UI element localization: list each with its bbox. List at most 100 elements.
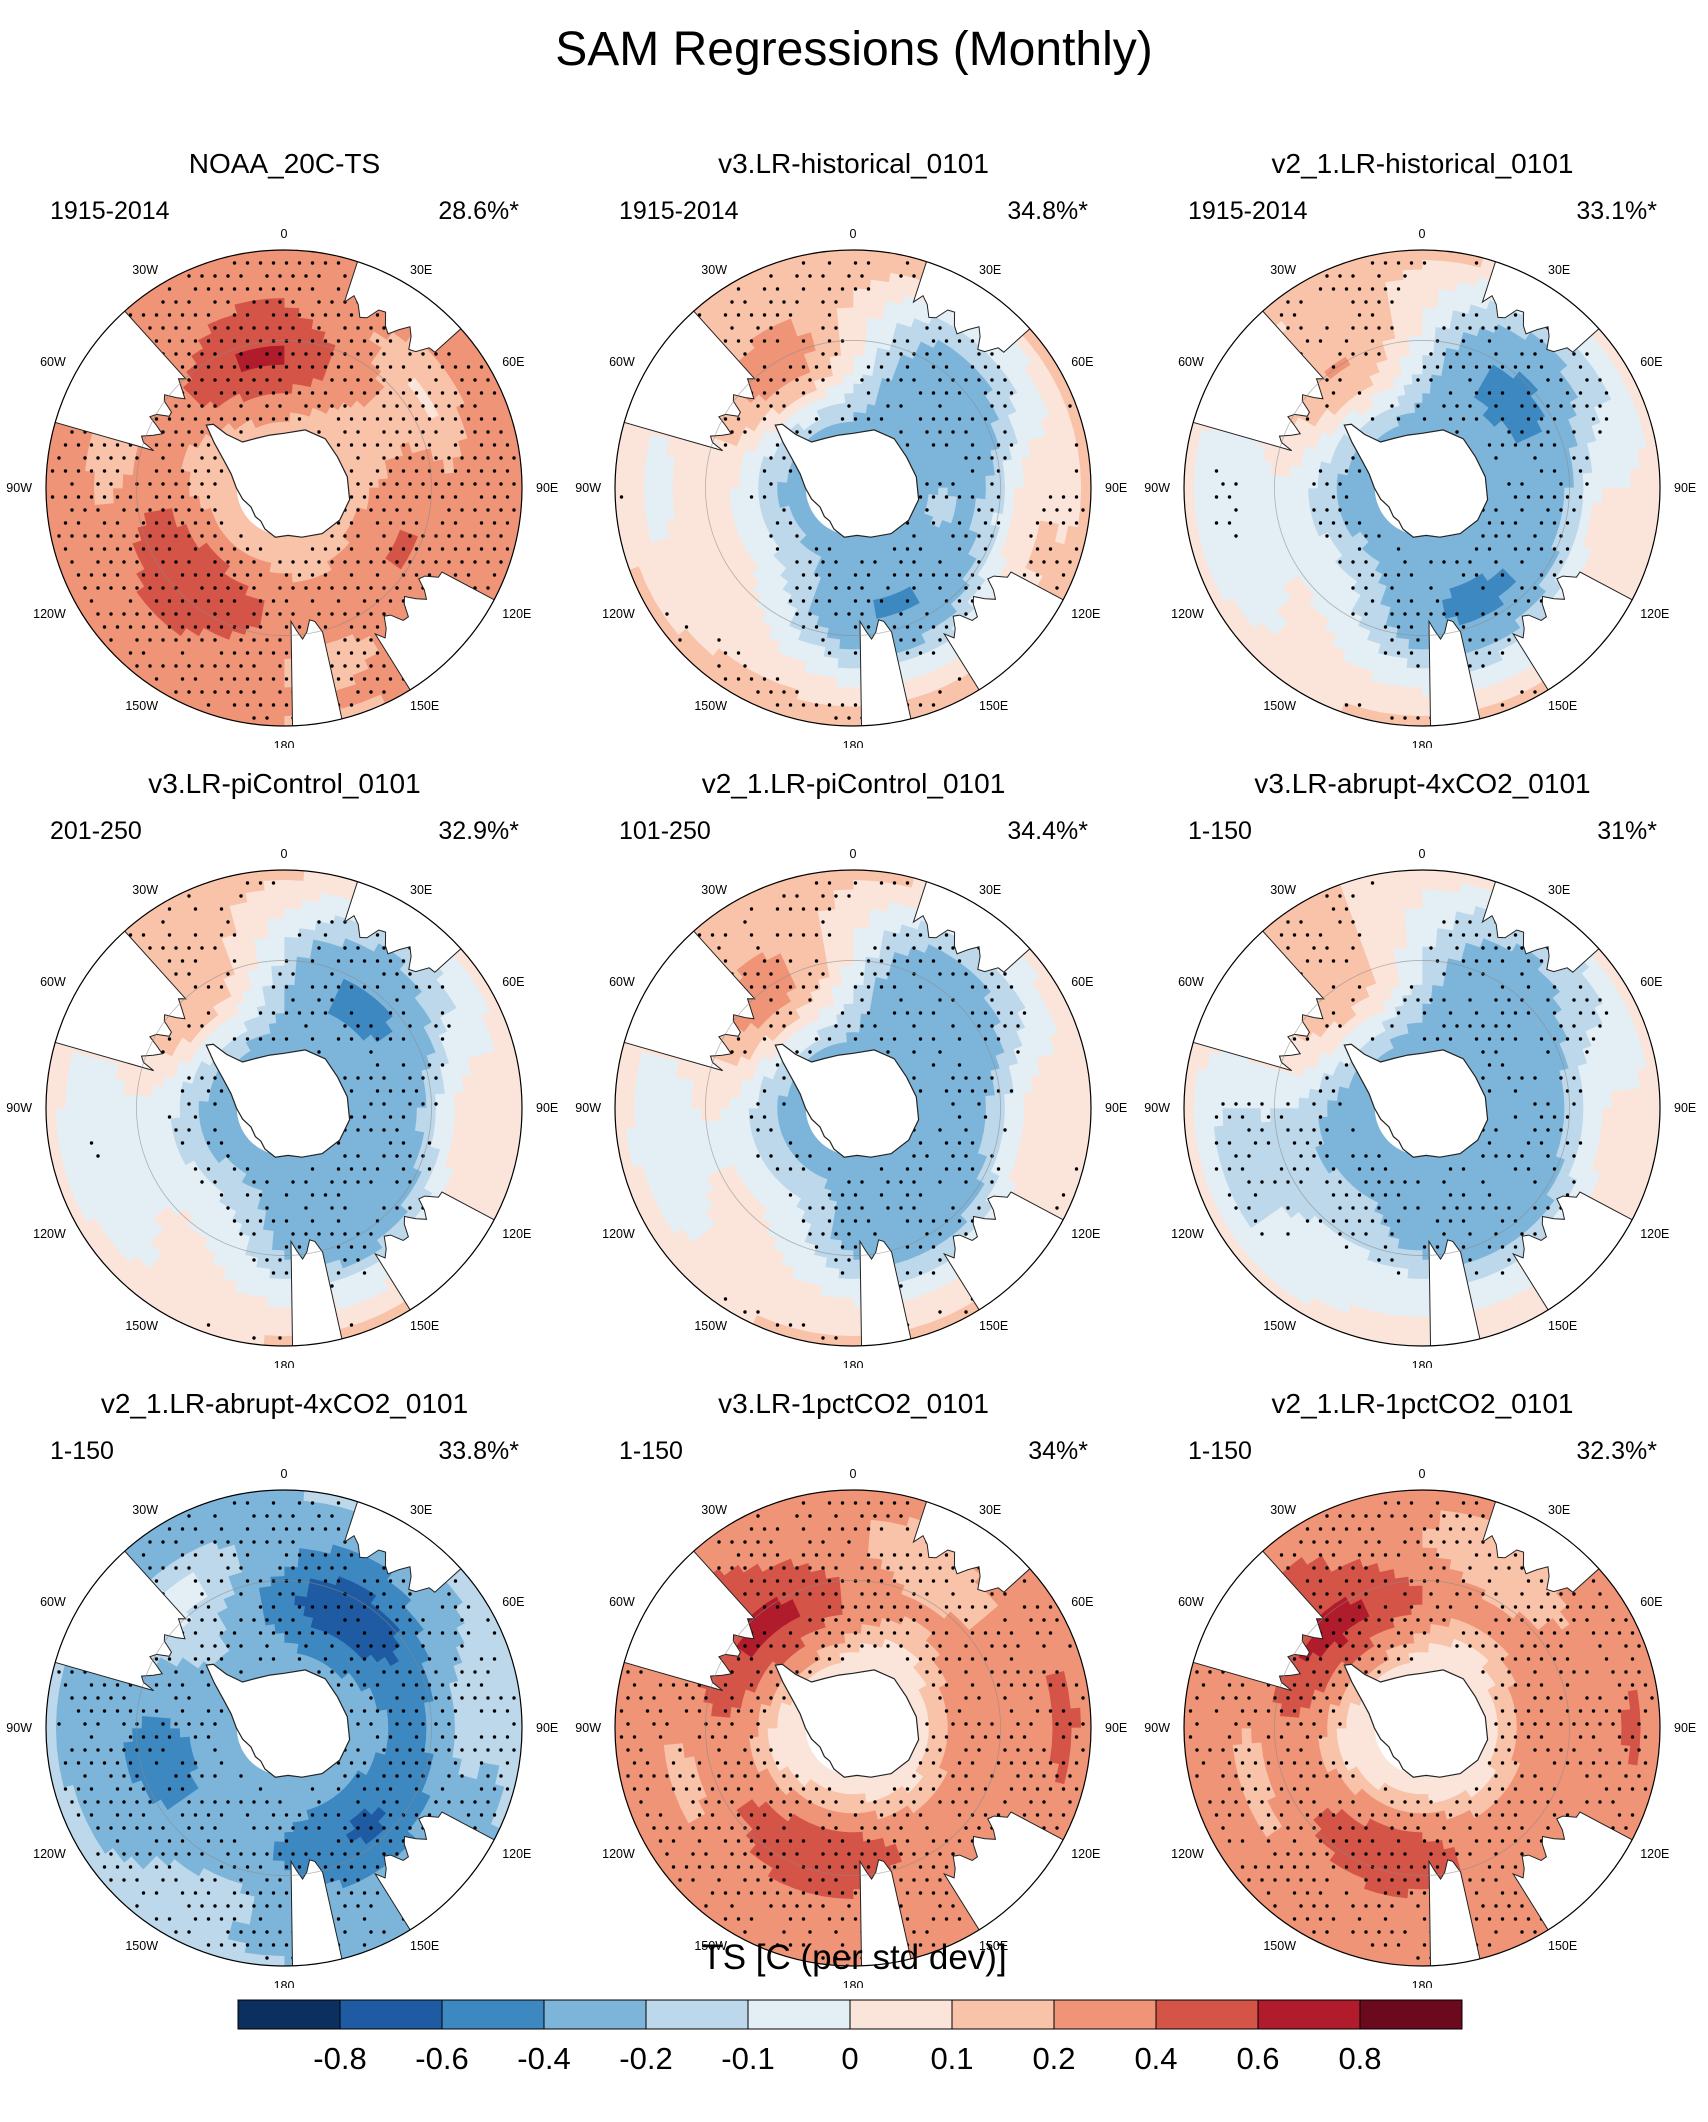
stipple-dot [239, 404, 243, 408]
stipple-dot [343, 274, 347, 278]
stipple-dot [440, 521, 445, 525]
field-cell [216, 487, 228, 495]
stipple-dot [330, 612, 334, 616]
stipple-dot [756, 326, 760, 330]
field-cell [1023, 471, 1035, 489]
stipple-dot [990, 456, 994, 460]
stipple-dot [408, 482, 412, 486]
stipple-dot [239, 560, 243, 564]
stipple-dot [866, 261, 871, 265]
stipple-dot [388, 443, 393, 447]
field-cell [267, 306, 285, 318]
field-cell [1496, 472, 1508, 482]
stipple-dot [473, 508, 477, 512]
stipple-dot [460, 456, 464, 460]
stipple-dot [284, 417, 289, 421]
stipple-dot [492, 443, 497, 447]
stipple-dot [128, 625, 133, 629]
field-cell [290, 562, 300, 574]
stipple-dot [109, 586, 113, 590]
stipple-dot [382, 352, 386, 356]
field-cell [841, 363, 854, 375]
stipple-dot [382, 664, 386, 668]
stipple-dot [180, 365, 185, 369]
stipple-dot [102, 469, 107, 473]
field-cell [728, 487, 740, 500]
longitude-label: 90W [6, 481, 32, 495]
stipple-dot [83, 586, 87, 590]
stipple-dot [252, 612, 256, 616]
stipple-dot [330, 664, 334, 668]
stipple-dot [265, 352, 269, 356]
stipple-dot [912, 534, 916, 538]
stipple-dot [356, 482, 360, 486]
stipple-dot [899, 612, 903, 616]
stipple-dot [206, 417, 211, 421]
stipple-dot [213, 300, 217, 304]
stipple-dot [284, 391, 289, 395]
stipple-dot [193, 391, 198, 395]
stipple-dot [232, 417, 237, 421]
field-cell [46, 487, 57, 510]
stipple-dot [1074, 443, 1079, 447]
field-cell [837, 648, 854, 660]
stipple-dot [769, 326, 773, 330]
field-cell [265, 278, 285, 290]
stipple-dot [284, 677, 289, 681]
stipple-dot [219, 339, 224, 343]
stipple-dot [918, 703, 923, 707]
field-cell [1259, 473, 1271, 489]
stipple-dot [102, 521, 107, 525]
map-boundary [614, 249, 1092, 727]
stipple-dot [362, 677, 367, 681]
stipple-dot [460, 482, 464, 486]
field-cell [406, 475, 418, 489]
stipple-dot [167, 521, 172, 525]
field-cell [178, 487, 190, 498]
longitude-label: 30E [979, 263, 1001, 277]
field-cell [1032, 470, 1044, 489]
field-cell [283, 325, 299, 337]
stipple-dot [148, 638, 152, 642]
stipple-dot [291, 612, 295, 616]
stipple-dot [375, 417, 380, 421]
field-cell [102, 471, 114, 489]
field-cell [74, 469, 86, 489]
field-cell [283, 601, 296, 613]
stipple-dot [369, 482, 373, 486]
longitude-label: 120W [33, 607, 66, 621]
stipple-dot [310, 573, 315, 577]
stipple-dot [200, 352, 204, 356]
stipple-dot [964, 586, 968, 590]
field-cell [840, 344, 854, 356]
stipple-dot [369, 664, 373, 668]
stipple-dot [756, 404, 760, 408]
stipple-dot [421, 404, 425, 408]
stipple-dot [408, 508, 412, 512]
stipple-dot [769, 534, 773, 538]
stipple-dot [814, 547, 819, 551]
stipple-dot [1029, 560, 1033, 564]
stipple-dot [154, 313, 159, 317]
field-cell [662, 470, 674, 489]
stipple-dot [265, 274, 269, 278]
stipple-dot [964, 534, 968, 538]
stipple-dot [349, 547, 354, 551]
field-cell [833, 268, 854, 280]
stipple-dot [193, 469, 198, 473]
stipple-dot [356, 560, 360, 564]
field-cell [1554, 475, 1566, 489]
stipple-dot [349, 469, 354, 473]
field-cell [169, 496, 182, 509]
stipple-dot [892, 625, 897, 629]
stipple-dot [421, 560, 425, 564]
stipple-dot [434, 404, 438, 408]
field-cell [738, 487, 750, 499]
stipple-dot [291, 300, 295, 304]
stipple-dot [154, 677, 159, 681]
stipple-dot [343, 612, 347, 616]
stipple-dot [512, 508, 516, 512]
stipple-dot [193, 287, 198, 291]
stipple-dot [193, 599, 198, 603]
stipple-dot [723, 313, 728, 317]
